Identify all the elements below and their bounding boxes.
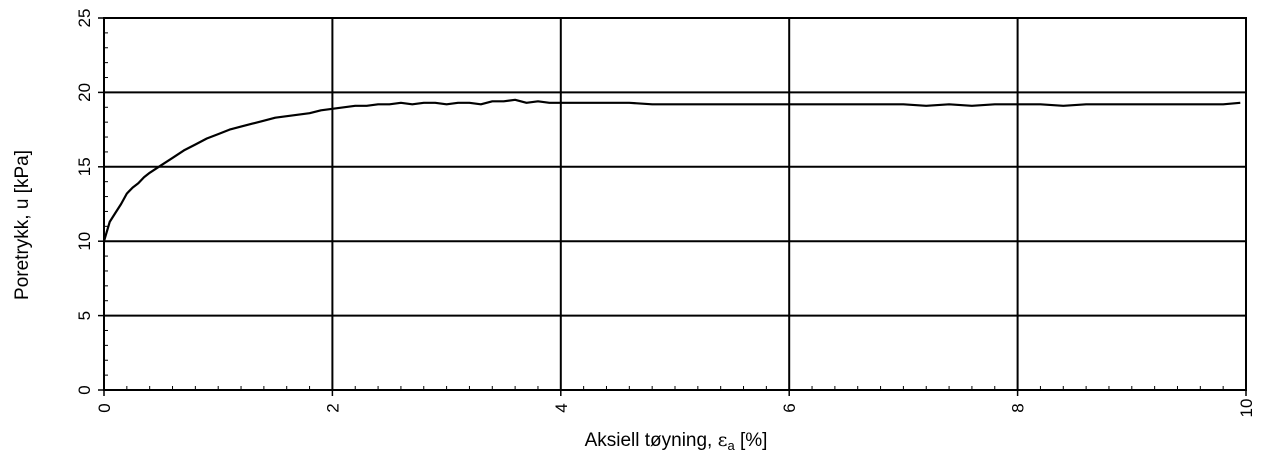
plot-frame [103, 17, 1247, 391]
y-tick-label: 25 [75, 9, 94, 28]
minor-ticks [98, 17, 1247, 396]
y-tick-label: 20 [75, 83, 94, 102]
x-tick-label: 0 [95, 403, 114, 412]
grid-lines [104, 18, 1246, 390]
x-axis-label: Aksiell tøyning, εa [%] [585, 429, 768, 453]
series-group [102, 98, 1241, 242]
x-tick-label: 2 [323, 403, 342, 412]
y-tick-label: 10 [75, 232, 94, 251]
y-tick-label: 15 [75, 157, 94, 176]
x-tick-label: 10 [1237, 399, 1256, 418]
x-tick-labels: 0 2 4 6 8 10 [95, 399, 1256, 418]
y-tick-labels: 0 5 10 15 20 25 [75, 9, 94, 395]
x-tick-label: 4 [552, 403, 571, 412]
series-line [102, 98, 1241, 242]
y-tick-label: 5 [75, 311, 94, 320]
x-tick-label: 8 [1009, 403, 1028, 412]
y-tick-label: 0 [75, 385, 94, 394]
y-axis-label: Poretrykk, u [kPa] [12, 150, 33, 300]
x-tick-label: 6 [780, 403, 799, 412]
